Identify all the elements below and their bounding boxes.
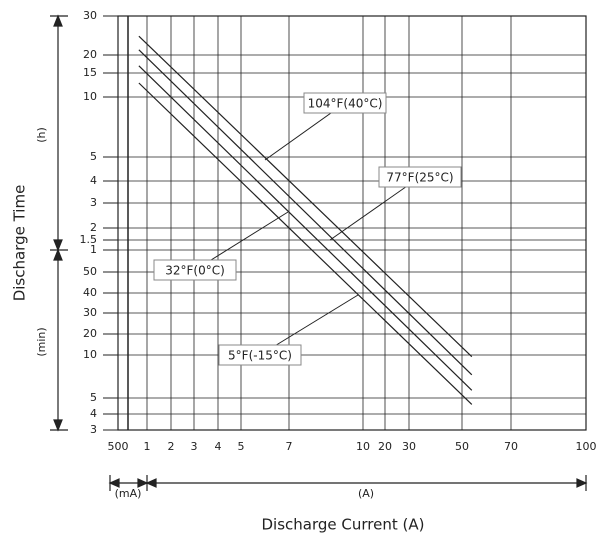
y-tick-label: 5 [90,391,97,404]
x-tick-label: 7 [286,440,293,453]
x-tick-label: 5 [238,440,245,453]
x-tick-label: 100 [576,440,596,453]
x-axis-label: Discharge Current (A) [262,516,425,534]
y-tick-label: 1.5 [80,233,98,246]
x-tick-label: 500 [108,440,129,453]
series-line [138,35,473,358]
y-tick-label: 10 [83,90,97,103]
y-tick-label: 10 [83,348,97,361]
series-line [138,82,473,405]
x-tick-label: 50 [455,440,469,453]
y-tick-label: 4 [90,407,97,420]
series-line [138,65,473,391]
x-tick-label: 4 [215,440,222,453]
series-label: 5°F(-15°C) [228,349,292,363]
x-tick-label: 2 [168,440,175,453]
minutes-unit: (min) [35,327,48,356]
series-label: 77°F(25°C) [386,171,453,185]
y-tick-label: 1 [90,243,97,256]
label-box [378,166,462,188]
label-box [303,92,387,114]
plot-frame [117,15,587,431]
label-box [153,259,237,281]
x-tick-label: 10 [356,440,370,453]
series-label: 32°F(0°C) [165,264,225,278]
y-tick-label: 3 [90,423,97,436]
y-tick-label: 30 [83,306,97,319]
series-label: 104°F(40°C) [308,97,383,111]
y-tick-label: 20 [83,327,97,340]
y-axis-label: Discharge Time [11,185,29,302]
x-tick-label: 3 [191,440,198,453]
x-tick-label: 70 [504,440,518,453]
hours-unit: (h) [35,127,48,143]
y-tick-label: 30 [83,9,97,22]
y-tick-label: 40 [83,286,97,299]
x-tick-label: 20 [378,440,392,453]
milliamps-unit: (mA) [115,487,142,500]
y-tick-label: 2 [90,221,97,234]
y-tick-label: 50 [83,265,97,278]
range-arrows [50,14,588,491]
series-line [138,49,473,376]
x-tick-label: 30 [402,440,416,453]
y-tick-label: 20 [83,48,97,61]
amps-unit: (A) [358,487,374,500]
label-box [218,344,302,366]
y-tick-label: 4 [90,174,97,187]
x-tick-label: 1 [144,440,151,453]
y-tick-label: 15 [83,66,97,79]
y-tick-label: 5 [90,150,97,163]
y-tick-label: 3 [90,196,97,209]
